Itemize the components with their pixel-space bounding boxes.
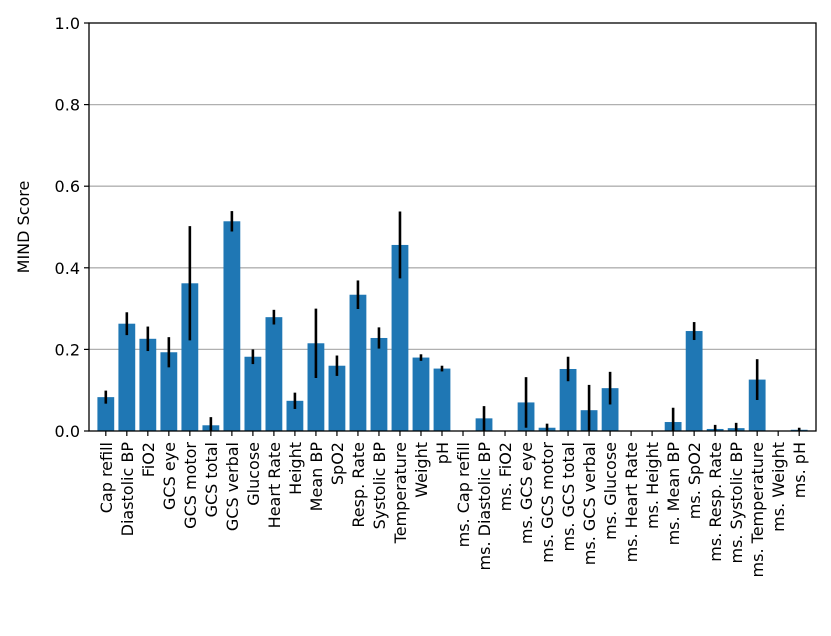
x-tick-label: ms. Resp. Rate — [706, 442, 725, 562]
bar — [97, 397, 115, 431]
y-axis-title: MIND Score — [14, 181, 33, 274]
bar — [601, 388, 619, 431]
x-tick-label: ms. Glucose — [601, 442, 620, 540]
x-tick-label: ms. Systolic BP — [727, 442, 746, 564]
bar — [370, 337, 388, 431]
bar — [349, 294, 367, 431]
x-tick-label: ms. SpO2 — [685, 442, 704, 519]
bar — [307, 343, 325, 431]
bar — [244, 356, 262, 431]
x-tick-label: ms. FiO2 — [496, 442, 515, 511]
x-tick-label: Glucose — [244, 442, 263, 506]
x-tick-label: Temperature — [391, 442, 410, 544]
bar — [223, 221, 241, 431]
bar — [118, 323, 136, 431]
x-tick-label: SpO2 — [328, 442, 347, 485]
x-tick-label: Height — [286, 442, 305, 495]
bar — [328, 365, 346, 431]
x-tick-label: Heart Rate — [265, 442, 284, 528]
bar — [286, 400, 304, 431]
x-axis: Cap refill Diastolic BP FiO2 GCS eye GCS mot… — [97, 431, 809, 577]
x-tick-label: Resp. Rate — [349, 442, 368, 528]
error-bars — [104, 211, 801, 431]
bar — [139, 338, 157, 431]
x-tick-label: GCS eye — [160, 442, 179, 510]
y-tick-label: 1.0 — [55, 14, 80, 33]
x-tick-label: Mean BP — [307, 442, 326, 512]
bar — [559, 368, 577, 431]
bar — [412, 357, 430, 431]
plot-area-frame — [88, 22, 817, 432]
x-tick-label: Systolic BP — [370, 442, 389, 530]
x-tick-label: ms. Diastolic BP — [475, 442, 494, 571]
x-tick-label: pH — [433, 442, 452, 464]
x-tick-label: GCS verbal — [223, 442, 242, 531]
y-tick-label: 0.4 — [55, 259, 80, 278]
x-tick-label: ms. GCS verbal — [580, 442, 599, 565]
bar — [265, 317, 283, 431]
x-tick-label: ms. Weight — [769, 442, 788, 532]
bar — [433, 368, 451, 431]
y-axis: 0.0 0.2 0.4 0.6 0.8 1.0 — [55, 14, 89, 441]
x-tick-label: ms. Mean BP — [664, 442, 683, 546]
x-tick-label: ms. Temperature — [748, 442, 767, 577]
y-tick-label: 0.6 — [55, 177, 80, 196]
x-tick-label: ms. GCS eye — [517, 442, 536, 544]
x-tick-label: ms. Heart Rate — [622, 442, 641, 562]
y-tick-label: 0.0 — [55, 422, 80, 441]
bar — [748, 379, 766, 431]
x-tick-label: Diastolic BP — [118, 442, 137, 537]
bar — [160, 352, 178, 431]
x-tick-label: ms. Height — [643, 442, 662, 529]
x-tick-label: ms. pH — [790, 442, 809, 498]
x-tick-label: ms. Cap refill — [454, 442, 473, 547]
x-tick-label: GCS total — [202, 442, 221, 517]
bar — [181, 283, 199, 431]
x-tick-label: Cap refill — [97, 442, 116, 513]
x-tick-label: FiO2 — [139, 442, 158, 477]
y-tick-label: 0.2 — [55, 340, 80, 359]
x-tick-label: ms. GCS total — [559, 442, 578, 552]
y-tick-label: 0.8 — [55, 96, 80, 115]
bar — [391, 244, 409, 431]
x-tick-label: Weight — [412, 442, 431, 498]
x-tick-label: ms. GCS motor — [538, 442, 557, 563]
x-tick-label: GCS motor — [181, 442, 200, 529]
bars — [97, 221, 808, 431]
bar — [685, 331, 703, 431]
